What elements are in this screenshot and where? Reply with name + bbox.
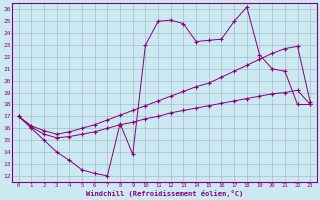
X-axis label: Windchill (Refroidissement éolien,°C): Windchill (Refroidissement éolien,°C)	[86, 190, 243, 197]
